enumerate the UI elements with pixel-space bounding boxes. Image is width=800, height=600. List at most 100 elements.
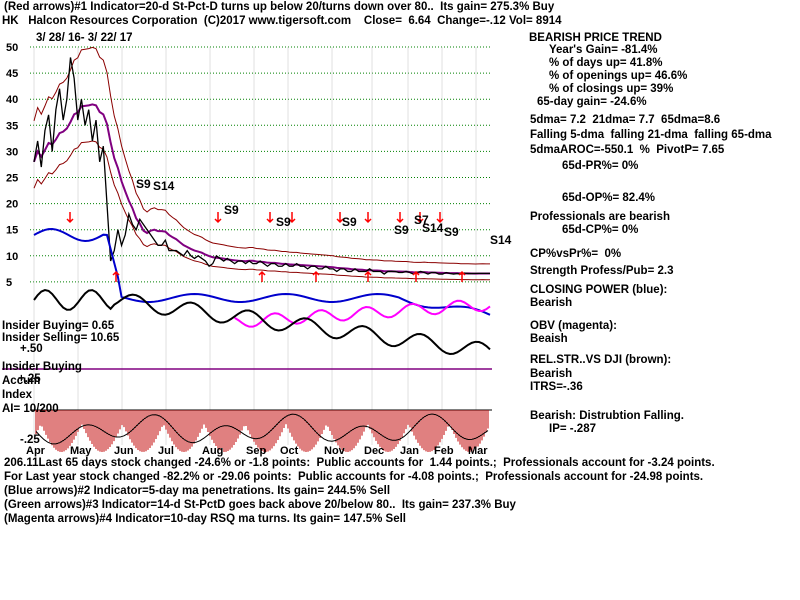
sell-arrow xyxy=(266,212,274,224)
y-tick-label: 35 xyxy=(6,120,18,132)
price-series xyxy=(33,57,490,275)
footer-line-3: (Blue arrows)#2 Indicator=5-day ma penet… xyxy=(4,485,391,497)
footer-line-4: (Green arrows)#3 Indicator=14-d St-PctD … xyxy=(4,499,516,511)
closings-up: % of closings up= 39% xyxy=(549,83,674,95)
indicator-lines xyxy=(2,228,492,370)
itrs-value: ITRS=-.36 xyxy=(530,381,583,393)
professionals-status: Professionals are bearish xyxy=(530,211,670,223)
band-line xyxy=(33,140,491,281)
cp-65d: 65d-CP%= 0% xyxy=(562,224,639,236)
signal-arrows xyxy=(66,212,466,282)
ai-label: AI= 10/200 xyxy=(2,403,59,415)
y-tick-label: 50 xyxy=(6,42,18,54)
openings-up: % of openings up= 46.6% xyxy=(549,70,688,82)
y-tick-label: 20 xyxy=(6,199,18,211)
buy-arrow xyxy=(112,270,120,282)
title-line: HK Halcon Resources Corporation (C)2017 … xyxy=(2,15,562,27)
y-tick-label: 5 xyxy=(6,277,12,289)
insider-buying-label-2: Insider Buying xyxy=(2,361,82,373)
plus25-label: +.25 xyxy=(18,373,41,385)
insider-buying-label: Insider Buying= 0.65 xyxy=(2,320,115,332)
sell-arrow xyxy=(336,212,344,224)
price-line xyxy=(33,57,490,275)
days-up: % of days up= 41.8% xyxy=(549,57,663,69)
x-tick-label: Mar xyxy=(468,445,488,457)
plus50-label: +.50 xyxy=(20,343,43,355)
relstr-value: Bearish xyxy=(530,368,573,380)
buy-arrow xyxy=(312,270,320,282)
y-tick-label: 10 xyxy=(6,251,18,263)
signal-annotation: S9 xyxy=(136,177,151,191)
y-tick-label: 45 xyxy=(6,68,18,80)
ma-line xyxy=(33,103,491,275)
indicator1-line: (Red arrows)#1 Indicator=20-d St-Pct-D t… xyxy=(4,1,555,13)
signal-annotation: S9 xyxy=(444,225,459,239)
grid-lines xyxy=(30,46,492,445)
buy-arrow xyxy=(258,270,266,282)
accum-label: Accum xyxy=(2,375,41,387)
sell-arrow xyxy=(288,212,296,224)
buy-arrow xyxy=(364,270,372,282)
x-tick-label: Apr xyxy=(26,445,46,457)
distribution-status: Bearish: Distrubtion Falling. xyxy=(530,410,684,422)
signal-annotation: S14 xyxy=(422,221,444,235)
x-tick-label: Feb xyxy=(434,445,454,457)
signal-annotation: S7 xyxy=(414,213,429,227)
obv-value: Beaish xyxy=(530,333,568,345)
signal-annotation: S14 xyxy=(490,233,512,247)
accum-index-bars xyxy=(30,409,492,452)
x-tick-label: Jun xyxy=(114,445,134,457)
x-tick-label: Jul xyxy=(158,445,174,457)
sell-arrow xyxy=(396,212,404,224)
signal-annotation: S9 xyxy=(394,223,409,237)
date-range: 3/ 28/ 16- 3/ 22/ 17 xyxy=(36,32,133,44)
signal-annotation: S9 xyxy=(342,215,357,229)
y-tick-label: 15 xyxy=(6,225,18,237)
band-line xyxy=(33,46,491,265)
x-tick-label: May xyxy=(70,445,92,457)
y-tick-label: 25 xyxy=(6,173,18,185)
minus25-label: -.25 xyxy=(20,434,40,446)
insider-selling-label: Insider Selling= 10.65 xyxy=(2,332,120,344)
pr-65d: 65d-PR%= 0% xyxy=(562,160,639,172)
years-gain: Year's Gain= -81.4% xyxy=(549,44,658,56)
dma-values: 5dma= 7.2 21dma= 7.7 65dma=8.6 xyxy=(530,114,721,126)
y-tick-label: 30 xyxy=(6,146,18,158)
closing-power-value: Bearish xyxy=(530,297,573,309)
x-tick-label: Sep xyxy=(246,445,266,457)
y-axis-labels: 50 45 40 35 30 25 20 15 10 5 xyxy=(6,42,18,289)
rel-strength-line xyxy=(33,288,491,356)
sell-arrow xyxy=(436,212,444,224)
ip-value: IP= -.287 xyxy=(549,423,596,435)
closing-power-label: CLOSING POWER (blue): xyxy=(530,284,668,296)
footer-line-1: 206.11Last 65 days stock changed -24.6% … xyxy=(4,457,715,469)
index-label: Index xyxy=(2,389,33,401)
x-tick-label: Jan xyxy=(400,445,419,457)
obv-label: OBV (magenta): xyxy=(530,320,617,332)
cp-vs-pr: CP%vsPr%= 0% xyxy=(530,248,622,260)
sell-arrow xyxy=(364,212,372,224)
sell-arrow xyxy=(66,212,74,224)
signal-annotation: S9 xyxy=(224,203,239,217)
footer-line-2: For Last year stock changed -82.2% or -2… xyxy=(4,471,704,483)
falling-dma: Falling 5-dma falling 21-dma falling 65-… xyxy=(530,129,772,141)
x-axis-labels: Apr May Jun Jul Aug Sep Oct Nov Dec Jan Feb Mar xyxy=(26,445,488,457)
sell-arrow xyxy=(214,212,222,224)
trend-title: BEARISH PRICE TREND xyxy=(529,32,662,44)
strength-ratio: Strength Profess/Pub= 2.3 xyxy=(530,265,674,277)
buy-arrow xyxy=(412,270,420,282)
signal-annotation: S14 xyxy=(153,179,175,193)
obv-line xyxy=(234,299,491,328)
aroc-pivot: 5dmaAROC=-550.1 % PivotP= 7.65 xyxy=(530,144,725,156)
buy-arrow xyxy=(458,270,466,282)
sell-arrow xyxy=(416,212,424,224)
ma-bands xyxy=(33,46,491,281)
gain-65d: 65-day gain= -24.6% xyxy=(537,96,647,108)
x-tick-label: Dec xyxy=(364,445,384,457)
x-tick-label: Oct xyxy=(280,445,299,457)
relstr-label: REL.STR..VS DJI (brown): xyxy=(530,354,672,366)
signal-annotation: S9 xyxy=(276,215,291,229)
